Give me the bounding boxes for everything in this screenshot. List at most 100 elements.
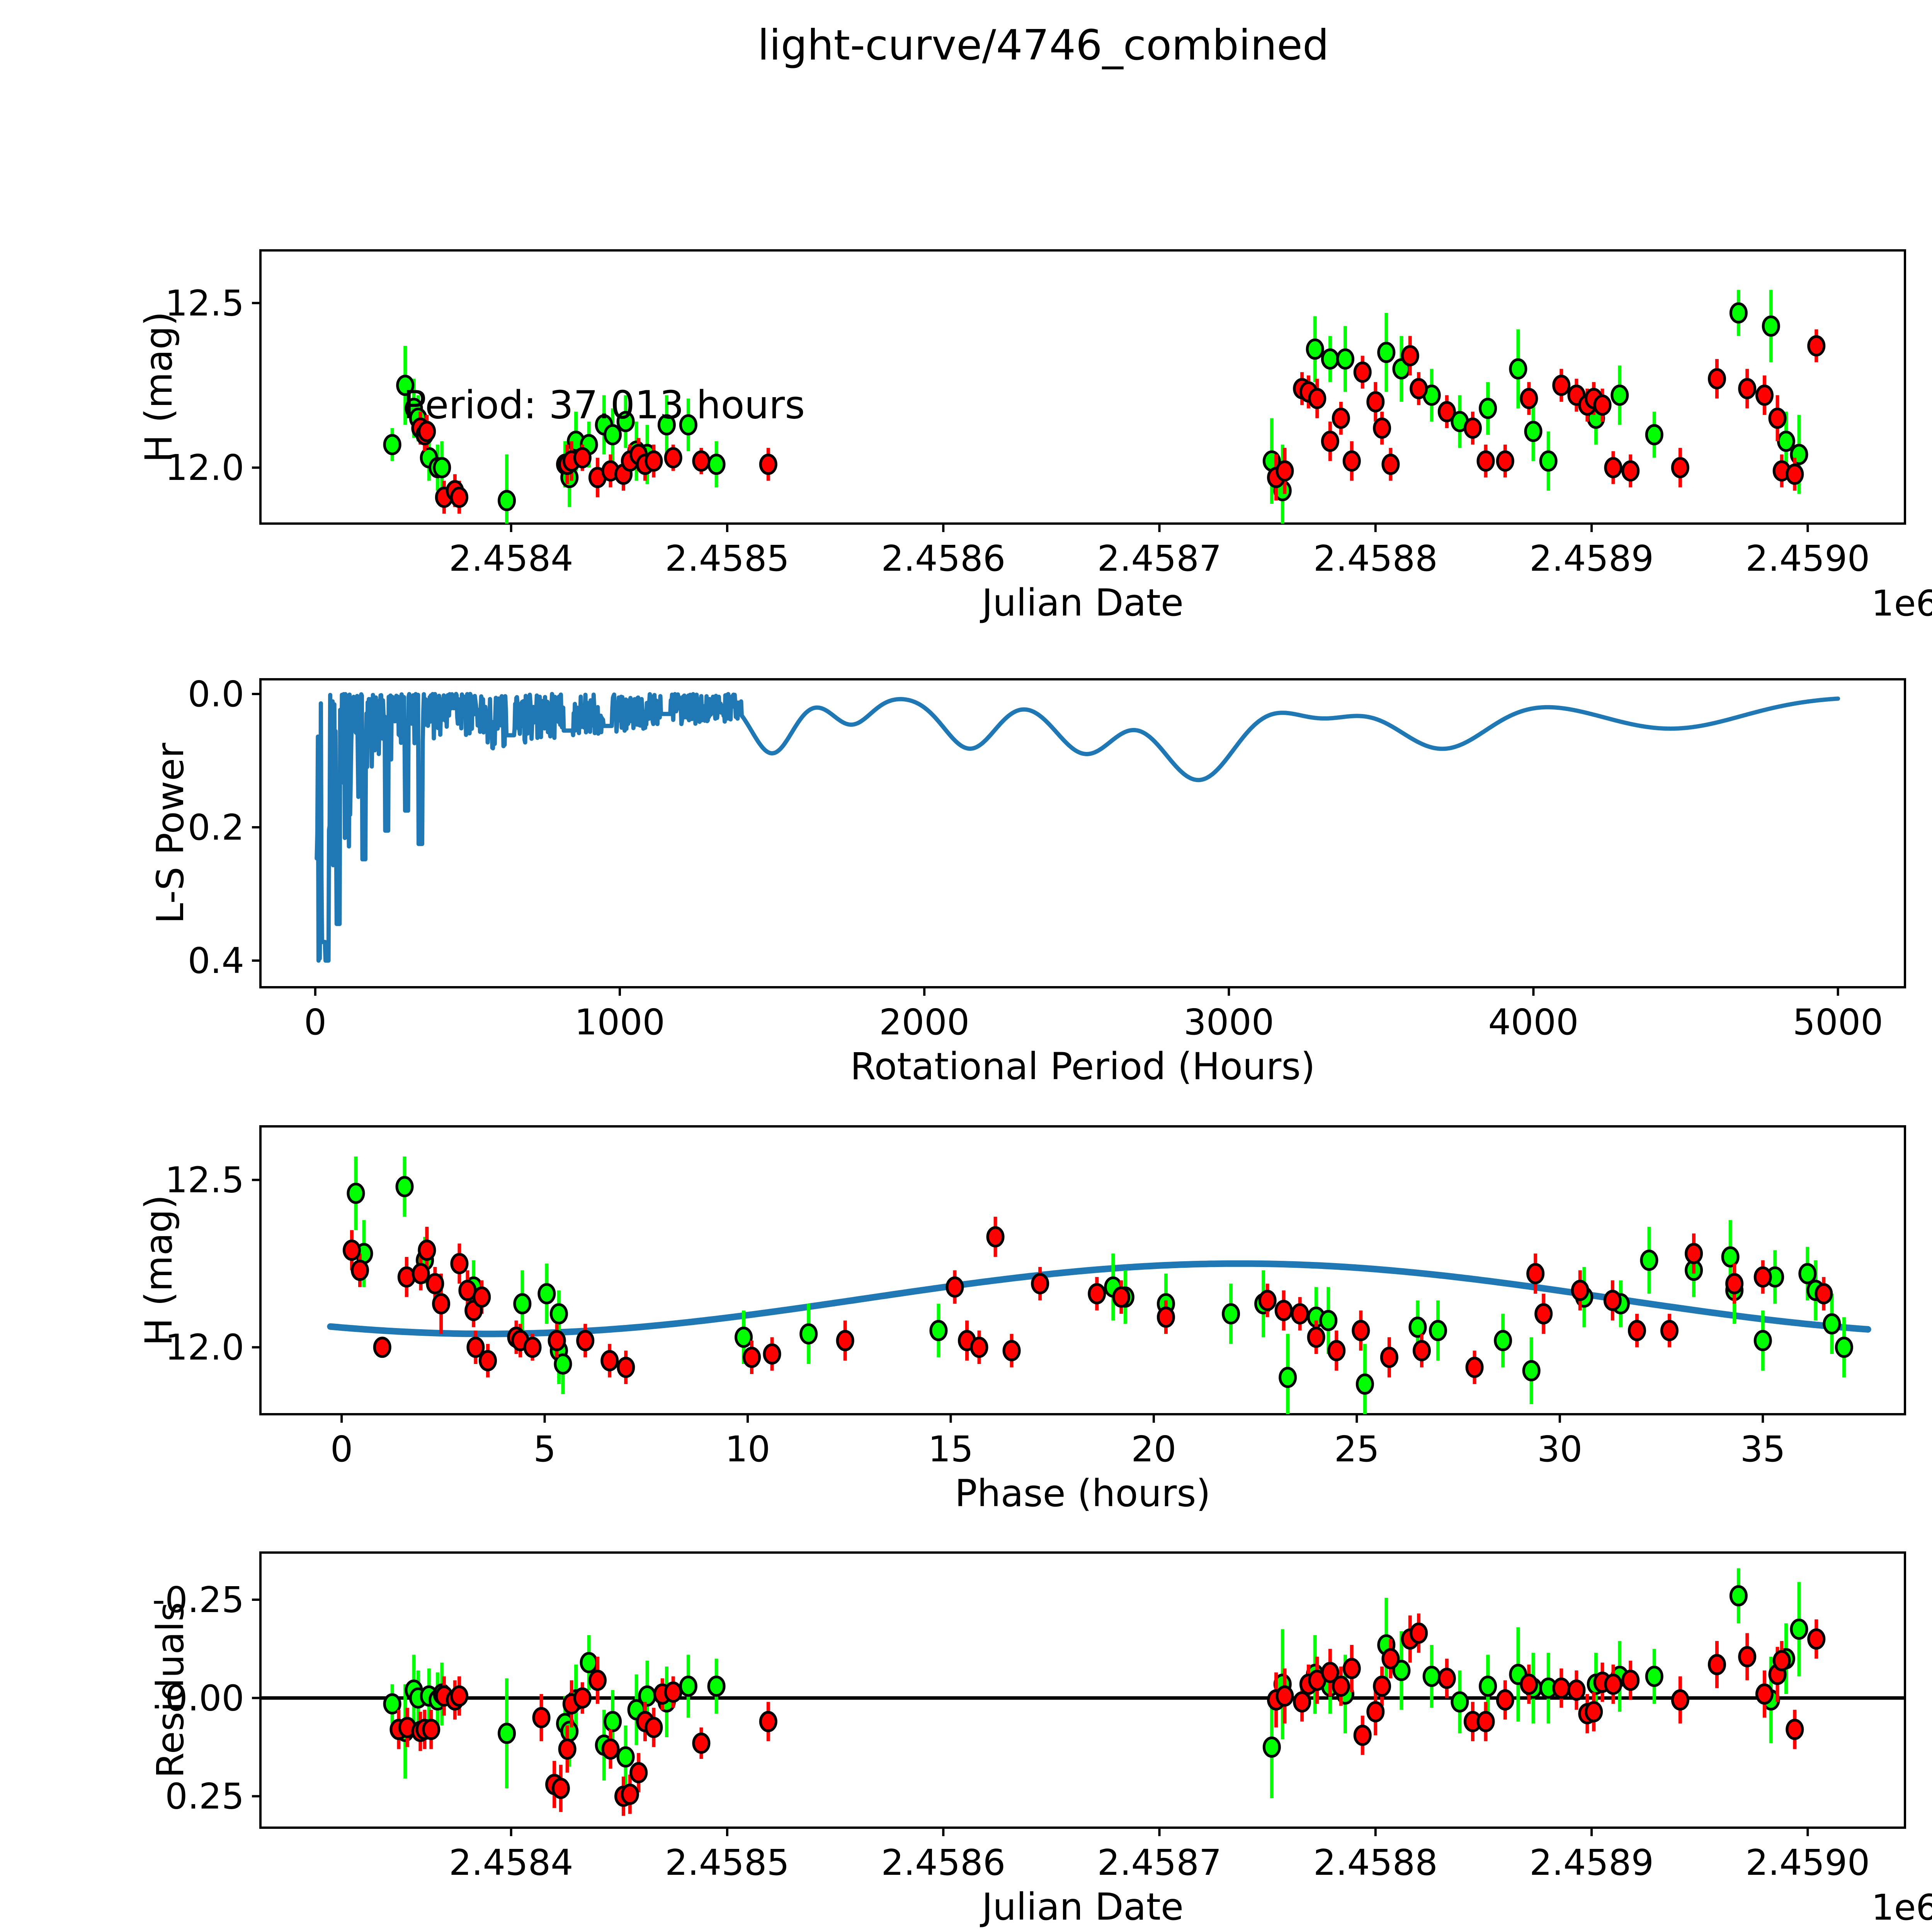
figure-title: light-curve/4746_combined <box>757 21 1329 70</box>
panel2-svg: 0 1000 2000 3000 4000 5000 0.0 0.2 0.4 Rotational… <box>149 673 1906 1088</box>
data-point <box>1306 338 1324 360</box>
data-point <box>799 1323 818 1345</box>
panel4-svg: 2.4584 2.4585 2.4586 2.4587 2.4588 2.4589 2.45… <box>149 1551 1932 1929</box>
x-tick-label: 2.4588 <box>1313 1842 1438 1883</box>
data-point <box>1571 1279 1589 1301</box>
data-point <box>986 1226 1005 1248</box>
data-point <box>1422 1665 1441 1687</box>
data-point <box>1088 1283 1106 1304</box>
data-point <box>1279 1367 1297 1388</box>
y-axis-label: H (mag) <box>137 1195 180 1346</box>
data-point <box>629 1762 648 1784</box>
data-point <box>1621 1670 1640 1691</box>
data-point <box>1823 1313 1841 1335</box>
data-point <box>692 450 711 472</box>
data-point <box>1768 407 1787 429</box>
data-point <box>513 1293 532 1315</box>
data-point <box>1437 401 1456 422</box>
x-axis-label: Phase (hours) <box>955 1472 1211 1515</box>
data-point <box>1276 460 1294 482</box>
data-point <box>1708 368 1726 389</box>
x-tick-label: 2.4590 <box>1745 538 1870 579</box>
data-point <box>1755 1683 1774 1705</box>
plot-frame <box>259 678 1906 988</box>
data-point <box>432 1293 451 1315</box>
data-point <box>692 1732 711 1754</box>
panel1-svg: 2.4584 2.4585 2.4586 2.4587 2.4588 2.4589 2.45… <box>137 249 1932 624</box>
x-tick-label: 2.4589 <box>1529 1842 1654 1883</box>
data-point <box>1520 1673 1538 1695</box>
data-point <box>1604 457 1622 478</box>
data-point <box>1112 1286 1131 1308</box>
data-point <box>1671 1689 1689 1711</box>
data-point <box>422 1719 440 1740</box>
data-point <box>1327 1340 1346 1361</box>
data-point <box>1373 1675 1391 1697</box>
y-tick-label: 0.2 <box>188 807 244 848</box>
y-axis-label: Residuals <box>149 1602 192 1778</box>
x-tick-label: 2.4587 <box>1097 538 1222 579</box>
y-tick-label: 0.0 <box>188 673 244 715</box>
data-point <box>1790 1618 1808 1640</box>
data-point <box>573 1687 592 1709</box>
data-point <box>580 1652 598 1673</box>
data-point <box>1621 460 1640 482</box>
x-tick-label: 2.4588 <box>1313 538 1438 579</box>
data-point <box>759 454 777 475</box>
data-point <box>383 434 401 456</box>
data-point <box>707 454 726 475</box>
x-tick-label: 2.4590 <box>1745 1842 1870 1883</box>
x-tick-label: 10 <box>725 1429 770 1470</box>
data-point <box>1321 348 1339 370</box>
data-point <box>1708 1654 1726 1675</box>
y-tick-label: 0.00 <box>165 1677 244 1719</box>
data-point <box>418 1240 436 1261</box>
data-point <box>1321 430 1339 452</box>
data-point <box>657 414 676 435</box>
data-point <box>1156 1306 1175 1328</box>
data-point <box>1262 1736 1281 1758</box>
panel3-svg: 0 5 10 15 20 25 30 35 12.5 12.0 Phase (hours) H (ma… <box>137 1125 1906 1515</box>
data-point <box>1496 1689 1514 1711</box>
data-point <box>645 450 663 472</box>
x-tick-label: 2.4585 <box>665 1842 789 1883</box>
x-tick-label: 2000 <box>879 1002 969 1043</box>
data-point <box>836 1330 854 1351</box>
data-point <box>1729 1585 1748 1607</box>
periodogram-line <box>315 692 1840 963</box>
series-red-filter <box>411 329 1826 514</box>
data-point <box>1437 1667 1456 1689</box>
data-point <box>1451 1691 1469 1713</box>
data-point <box>498 1723 516 1744</box>
data-point <box>1353 361 1372 383</box>
data-point <box>735 1327 753 1348</box>
data-point <box>532 1707 551 1728</box>
data-point <box>1336 348 1355 370</box>
data-point <box>1476 1711 1495 1732</box>
data-point <box>573 447 592 469</box>
x-axis-label: Julian Date <box>980 581 1184 624</box>
data-point <box>1366 1701 1385 1723</box>
data-point <box>1777 430 1795 452</box>
data-point <box>1319 1310 1338 1331</box>
data-point <box>1274 1299 1293 1321</box>
y-tick-label: 12.0 <box>165 447 244 488</box>
data-point <box>347 1182 365 1204</box>
data-point <box>426 1273 444 1294</box>
data-point <box>1465 1357 1484 1378</box>
panel-periodogram: 0 1000 2000 3000 4000 5000 0.0 0.2 0.4 Rotational… <box>0 645 1932 1090</box>
data-point <box>576 1330 595 1351</box>
data-point <box>450 1253 469 1274</box>
data-point <box>616 1746 635 1768</box>
data-point <box>1377 342 1396 363</box>
data-point <box>433 457 451 478</box>
data-point <box>929 1320 948 1341</box>
data-point <box>1520 388 1538 409</box>
data-point <box>588 1670 607 1691</box>
data-point <box>1308 388 1327 409</box>
data-point <box>1222 1303 1240 1325</box>
data-point <box>1755 384 1774 406</box>
x-tick-label: 30 <box>1537 1429 1582 1470</box>
x-tick-label: 5 <box>533 1429 556 1470</box>
data-point <box>1342 1658 1361 1679</box>
